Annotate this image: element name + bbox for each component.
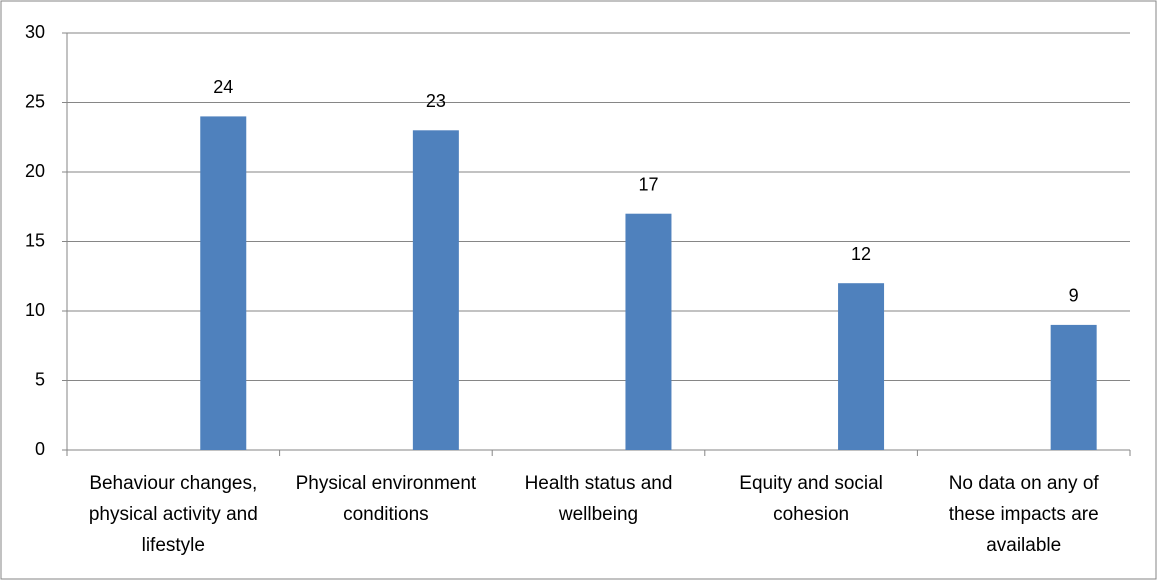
data-label: 17 <box>638 174 658 194</box>
y-tick-label: 25 <box>25 91 45 111</box>
data-label: 9 <box>1069 286 1079 306</box>
y-tick-label: 20 <box>25 161 45 181</box>
y-tick-label: 5 <box>35 369 45 389</box>
x-tick-label: Behaviour changes, physical activity and… <box>88 473 258 556</box>
x-tick-label: No data on any of these impacts are avai… <box>948 473 1099 556</box>
y-tick-label: 15 <box>25 230 45 250</box>
bar <box>625 213 672 450</box>
x-tick-label: Equity and social cohesion <box>739 473 883 525</box>
y-tick-label: 0 <box>35 439 45 459</box>
y-tick-label: 10 <box>25 300 45 320</box>
y-tick-label: 30 <box>25 22 45 42</box>
bar <box>1050 324 1097 450</box>
x-tick-label: Health status and wellbeing <box>524 473 673 525</box>
data-label: 23 <box>426 91 446 111</box>
data-label: 24 <box>213 77 233 97</box>
bar <box>200 116 247 451</box>
bar <box>412 130 459 451</box>
bar <box>838 283 885 450</box>
data-label: 12 <box>851 244 871 264</box>
x-tick-label: Physical environment conditions <box>295 473 477 525</box>
